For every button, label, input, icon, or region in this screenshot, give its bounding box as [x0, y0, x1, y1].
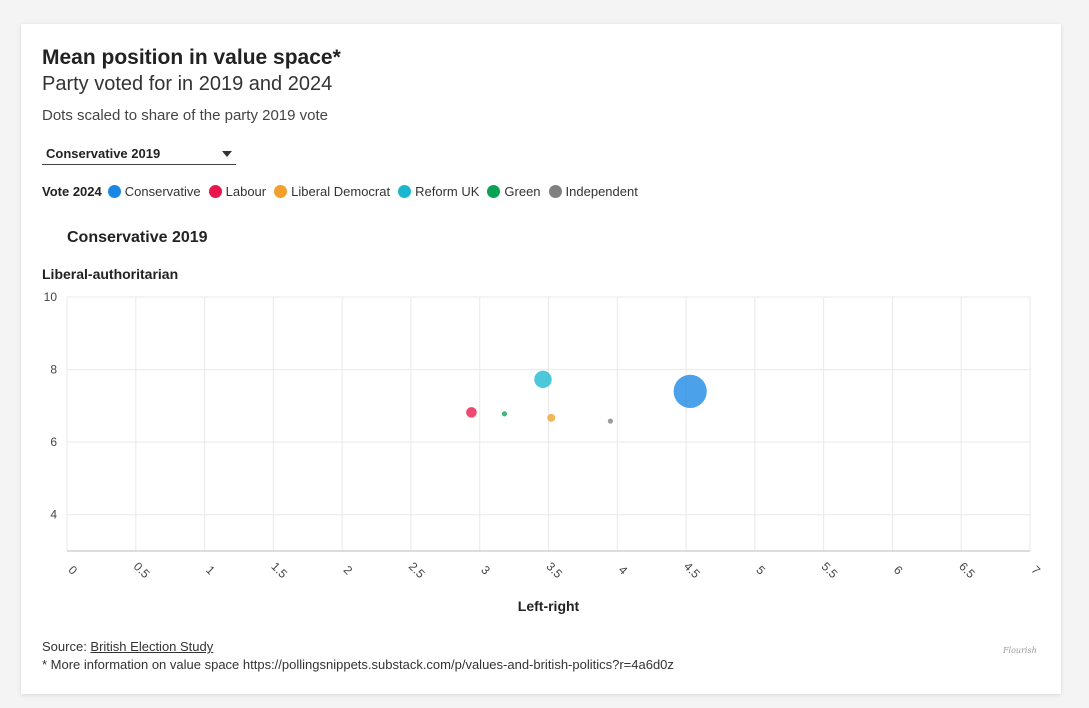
legend-label-liberal-democrat: Liberal Democrat	[291, 183, 391, 199]
x-tick-label: 1	[203, 563, 218, 578]
y-tick-label: 8	[50, 363, 57, 377]
point-conservative	[673, 374, 707, 408]
legend-swatch-reform-uk	[398, 184, 412, 198]
legend-item-labour[interactable]: Labour	[208, 183, 267, 199]
source-link[interactable]: British Election Study	[90, 639, 214, 654]
legend-item-conservative[interactable]: Conservative	[107, 183, 201, 199]
legend-title: Vote 2024	[42, 183, 102, 199]
x-tick-label: 6	[891, 563, 906, 578]
x-tick-label: 2	[341, 563, 356, 578]
footnote: * More information on value space https:…	[42, 657, 674, 672]
x-tick-label: 6.5	[956, 559, 978, 581]
legend-swatch-conservative	[107, 184, 121, 198]
x-tick-label: 4.5	[681, 559, 703, 581]
chevron-down-icon	[222, 151, 232, 157]
legend-swatch-green	[487, 184, 501, 198]
x-tick-label: 7	[1029, 563, 1044, 578]
x-tick-label: 1.5	[268, 559, 290, 581]
chart-card: Mean position in value space* Party vote…	[21, 24, 1061, 694]
flourish-logo[interactable]: Flourish	[1003, 646, 1037, 655]
legend-label-green: Green	[504, 183, 541, 199]
party-2019-dropdown[interactable]: Conservative 2019	[42, 144, 236, 165]
x-tick-label: 5	[753, 563, 768, 578]
x-axis-title: Left-right	[518, 598, 580, 614]
chart-note: Dots scaled to share of the party 2019 v…	[42, 107, 329, 124]
point-liberal-democrat	[547, 413, 556, 422]
x-tick-label: 3	[478, 563, 493, 578]
legend-label-reform-uk: Reform UK	[415, 183, 480, 199]
legend-swatch-labour	[208, 184, 222, 198]
y-tick-label: 10	[44, 290, 58, 304]
chart-subtitle: Party voted for in 2019 and 2024	[42, 73, 333, 95]
x-tick-label: 3.5	[543, 559, 565, 581]
x-tick-label: 2.5	[406, 559, 428, 581]
dropdown-selected-value: Conservative 2019	[46, 146, 161, 161]
point-independent	[607, 418, 614, 424]
legend-label-independent: Independent	[565, 183, 638, 199]
x-tick-label: 0	[66, 563, 81, 578]
point-labour	[466, 407, 477, 418]
x-tick-label: 4	[616, 563, 631, 578]
x-tick-label: 0.5	[131, 559, 153, 581]
legend: Vote 2024 Conservative Labour Liberal De…	[42, 182, 646, 200]
legend-item-independent[interactable]: Independent	[548, 183, 638, 199]
source-prefix: Source:	[42, 639, 91, 654]
scatter-plot: 0 0.5 1 1.5 2 2.5 3 3.5 4 4.5 5 5.5 6 6.5 7 4 6 8 10 Left-r…	[44, 290, 1044, 614]
source-line: Source: British Election Study	[42, 639, 213, 654]
y-tick-label: 4	[50, 508, 57, 522]
legend-label-labour: Labour	[225, 183, 267, 199]
panel-title: Conservative 2019	[67, 229, 208, 246]
legend-swatch-liberal-democrat	[274, 184, 288, 198]
y-tick-label: 6	[50, 435, 57, 449]
y-axis-title: Liberal-authoritarian	[42, 266, 179, 282]
x-tick-label: 5.5	[819, 559, 841, 581]
legend-item-green[interactable]: Green	[487, 183, 541, 199]
legend-item-liberal-democrat[interactable]: Liberal Democrat	[274, 184, 390, 199]
legend-swatch-independent	[548, 184, 562, 198]
chart-title: Mean position in value space*	[42, 46, 341, 69]
point-green	[501, 411, 508, 417]
legend-item-reform-uk[interactable]: Reform UK	[398, 184, 479, 199]
legend-label-conservative: Conservative	[124, 183, 201, 199]
point-reform-uk	[534, 370, 552, 389]
